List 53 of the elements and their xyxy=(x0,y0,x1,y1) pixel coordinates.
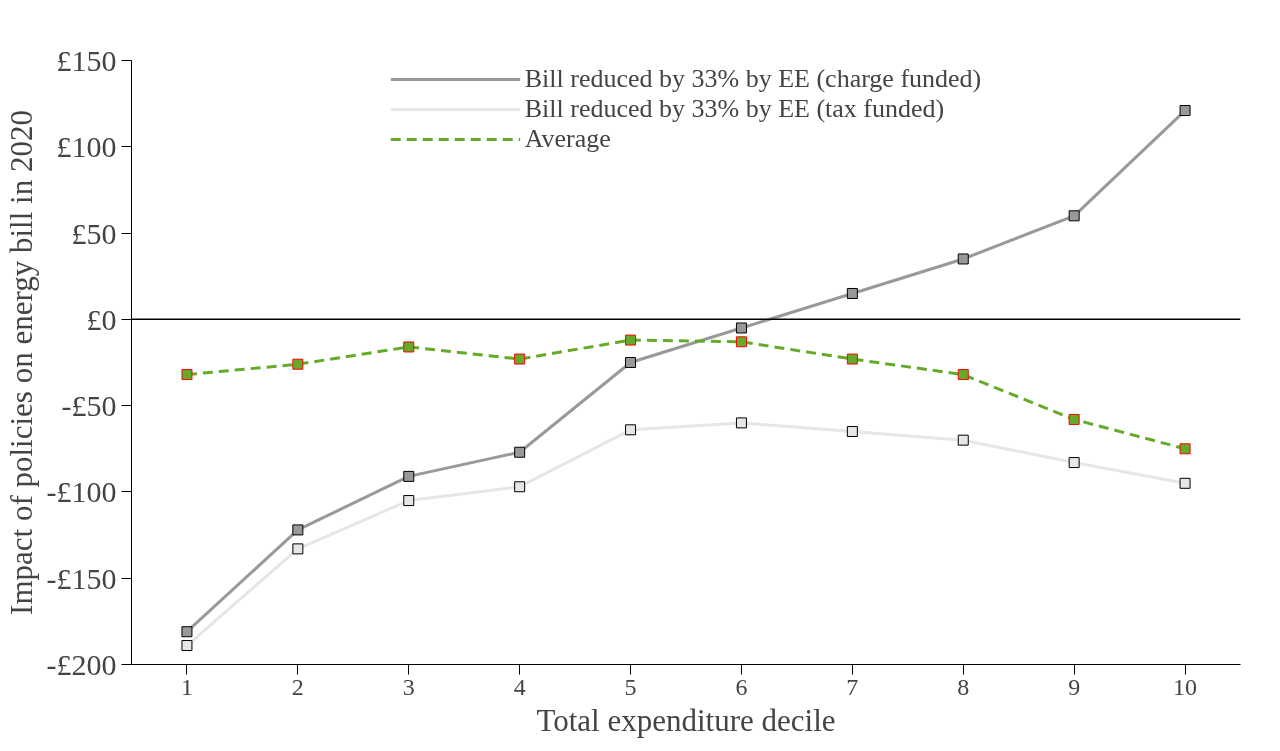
point xyxy=(181,626,193,638)
point xyxy=(957,253,969,265)
point xyxy=(1179,443,1191,455)
point xyxy=(1068,210,1080,222)
point xyxy=(625,424,637,436)
y-tick-label: £150 xyxy=(56,44,117,77)
x-tick-label: 1 xyxy=(180,673,193,700)
point xyxy=(181,369,193,381)
x-tick-label: 10 xyxy=(1173,673,1198,700)
x-tick-label: 5 xyxy=(624,673,637,700)
y-tick-label: £0 xyxy=(86,302,117,336)
point xyxy=(403,470,415,482)
x-tick-label: 4 xyxy=(513,673,526,700)
point xyxy=(735,336,747,348)
point xyxy=(514,353,526,365)
point xyxy=(292,358,304,370)
legend-label: Bill reduced by 33% by EE (tax funded) xyxy=(524,94,945,124)
x-tick-label: 8 xyxy=(957,673,970,700)
point xyxy=(846,353,858,365)
y-axis-title: Impact of policies on energy bill in 2020 xyxy=(3,110,39,615)
point xyxy=(514,446,526,458)
x-axis-title: Total expenditure decile xyxy=(536,702,836,738)
point xyxy=(957,434,969,446)
point xyxy=(403,341,415,353)
point xyxy=(957,369,969,381)
y-tick-label: -£200 xyxy=(46,648,117,681)
y-tick-label: £100 xyxy=(56,130,117,164)
point xyxy=(735,417,747,429)
point xyxy=(1068,457,1080,469)
point xyxy=(1068,413,1080,425)
point xyxy=(403,495,415,507)
y-tick-label: -£150 xyxy=(46,561,117,595)
y-tick-label: -£50 xyxy=(61,389,117,423)
x-tick-label: 7 xyxy=(846,673,859,700)
point xyxy=(846,287,858,299)
x-tick-label: 6 xyxy=(735,673,748,700)
legend-label: Average xyxy=(524,124,611,154)
point xyxy=(1179,105,1191,117)
point xyxy=(514,481,526,493)
point xyxy=(292,524,304,536)
point xyxy=(292,543,304,555)
point xyxy=(735,322,747,334)
x-tick-label: 9 xyxy=(1068,673,1081,700)
legend-label: Bill reduced by 33% by EE (charge funded) xyxy=(524,64,982,94)
point xyxy=(625,357,637,368)
point xyxy=(846,426,858,438)
x-tick-label: 3 xyxy=(402,673,415,700)
y-tick-label: £50 xyxy=(71,216,117,250)
y-tick-label: -£100 xyxy=(46,475,117,509)
point xyxy=(181,640,193,652)
x-tick-label: 2 xyxy=(291,673,304,700)
point xyxy=(625,334,637,346)
point xyxy=(1179,477,1191,489)
